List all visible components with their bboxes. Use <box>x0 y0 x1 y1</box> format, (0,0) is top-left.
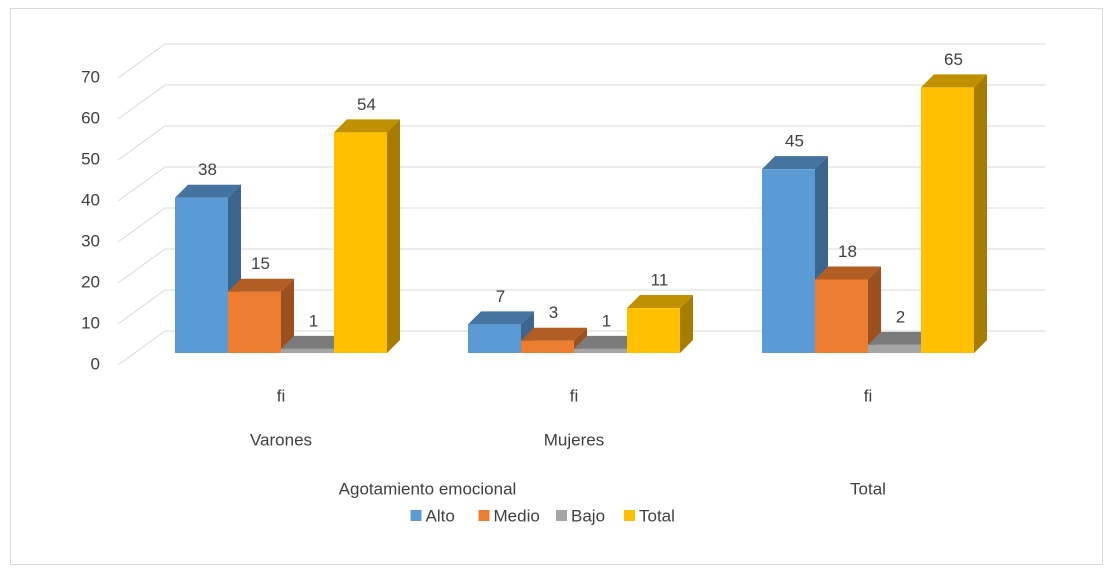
bar-top-shade <box>175 184 241 198</box>
bar-top <box>175 184 241 198</box>
legend-label: Bajo <box>571 506 605 525</box>
y-tick-label: 10 <box>81 313 100 332</box>
y-tick-label: 20 <box>81 272 100 291</box>
bar-top-shade <box>921 74 987 88</box>
bar-front <box>468 324 521 353</box>
bar-top <box>228 278 294 292</box>
bar-side <box>281 278 294 353</box>
x-group-label: Total <box>850 479 886 498</box>
bar-top-shade <box>281 335 347 349</box>
legend-label: Alto <box>426 506 455 525</box>
grid-line-side <box>117 248 166 284</box>
y-tick-label: 60 <box>81 108 100 127</box>
bar <box>627 295 693 353</box>
bar-side <box>680 295 693 353</box>
bar <box>334 119 400 353</box>
y-tick-label: 30 <box>81 231 100 250</box>
bar <box>815 266 881 353</box>
legend-swatch <box>624 510 635 521</box>
grid-line-side <box>117 166 166 202</box>
bar-top <box>815 266 881 280</box>
bar-front <box>815 279 868 353</box>
bar-top-shade <box>468 311 534 325</box>
x-group-label: Agotamiento emocional <box>339 479 517 498</box>
bar-front <box>921 87 974 353</box>
value-label: 1 <box>602 311 611 330</box>
bar-top-shade <box>868 331 934 345</box>
value-label: 65 <box>944 50 963 69</box>
bar-top <box>868 331 934 345</box>
x-tick-label: fi <box>570 386 579 405</box>
y-tick-label: 50 <box>81 149 100 168</box>
bar-top <box>468 311 534 325</box>
value-label: 11 <box>651 271 669 290</box>
legend-label: Medio <box>494 506 540 525</box>
bar <box>521 327 587 353</box>
grid-line-side <box>117 125 166 161</box>
y-tick-label: 0 <box>91 354 100 373</box>
bar-side <box>974 74 987 353</box>
bar-top-shade <box>521 327 587 341</box>
bar-top <box>281 335 347 349</box>
bar-front <box>334 132 387 353</box>
bar-top-shade <box>627 295 693 309</box>
bar-front <box>521 340 574 353</box>
legend-label: Total <box>639 506 675 525</box>
bar-top-shade <box>334 119 400 133</box>
bar-top <box>627 295 693 309</box>
value-label: 54 <box>357 95 376 114</box>
bar-front <box>175 197 228 353</box>
grid-line-side <box>117 84 166 120</box>
bar-side-shade <box>387 119 400 353</box>
x-subgroup-label: Mujeres <box>544 430 604 449</box>
value-label: 3 <box>549 303 558 322</box>
value-label: 7 <box>496 287 505 306</box>
value-label: 15 <box>251 254 270 273</box>
bar <box>228 278 294 353</box>
x-tick-label: fi <box>864 386 873 405</box>
bar <box>468 311 534 353</box>
legend-swatch <box>410 510 422 521</box>
bar-front <box>281 348 334 353</box>
bar <box>921 74 987 353</box>
value-label: 2 <box>896 307 905 326</box>
bar-side-shade <box>680 295 693 353</box>
value-label: 18 <box>838 242 857 261</box>
grid-line-side <box>117 289 166 325</box>
value-label: 45 <box>785 132 804 151</box>
bar-top-shade <box>574 335 640 349</box>
bar-top-shade <box>815 266 881 280</box>
grid-line-side <box>117 330 166 366</box>
bar-top <box>762 156 828 170</box>
bar-top <box>334 119 400 133</box>
bar-side-shade <box>868 266 881 353</box>
bar-top-shade <box>762 156 828 170</box>
legend-swatch <box>556 510 567 521</box>
bar-side <box>387 119 400 353</box>
x-tick-label: fi <box>277 386 286 405</box>
bar-side <box>868 266 881 353</box>
bar-front <box>762 169 815 353</box>
bar-front <box>627 308 680 353</box>
legend-swatch <box>478 510 490 521</box>
bar-top <box>921 74 987 88</box>
bar-top <box>521 327 587 341</box>
bar-top <box>574 335 640 349</box>
x-subgroup-label: Varones <box>250 430 312 449</box>
y-tick-label: 70 <box>81 67 100 86</box>
grid-line-side <box>117 207 166 243</box>
y-tick-label: 40 <box>81 190 100 209</box>
bar-top-shade <box>228 278 294 292</box>
value-label: 1 <box>309 311 318 330</box>
grid-line-side <box>117 43 166 79</box>
bar-front <box>868 344 921 353</box>
value-label: 38 <box>198 160 217 179</box>
bar-front <box>228 291 281 353</box>
bar-front <box>574 348 627 353</box>
bar-side-shade <box>974 74 987 353</box>
bar-side-shade <box>281 278 294 353</box>
